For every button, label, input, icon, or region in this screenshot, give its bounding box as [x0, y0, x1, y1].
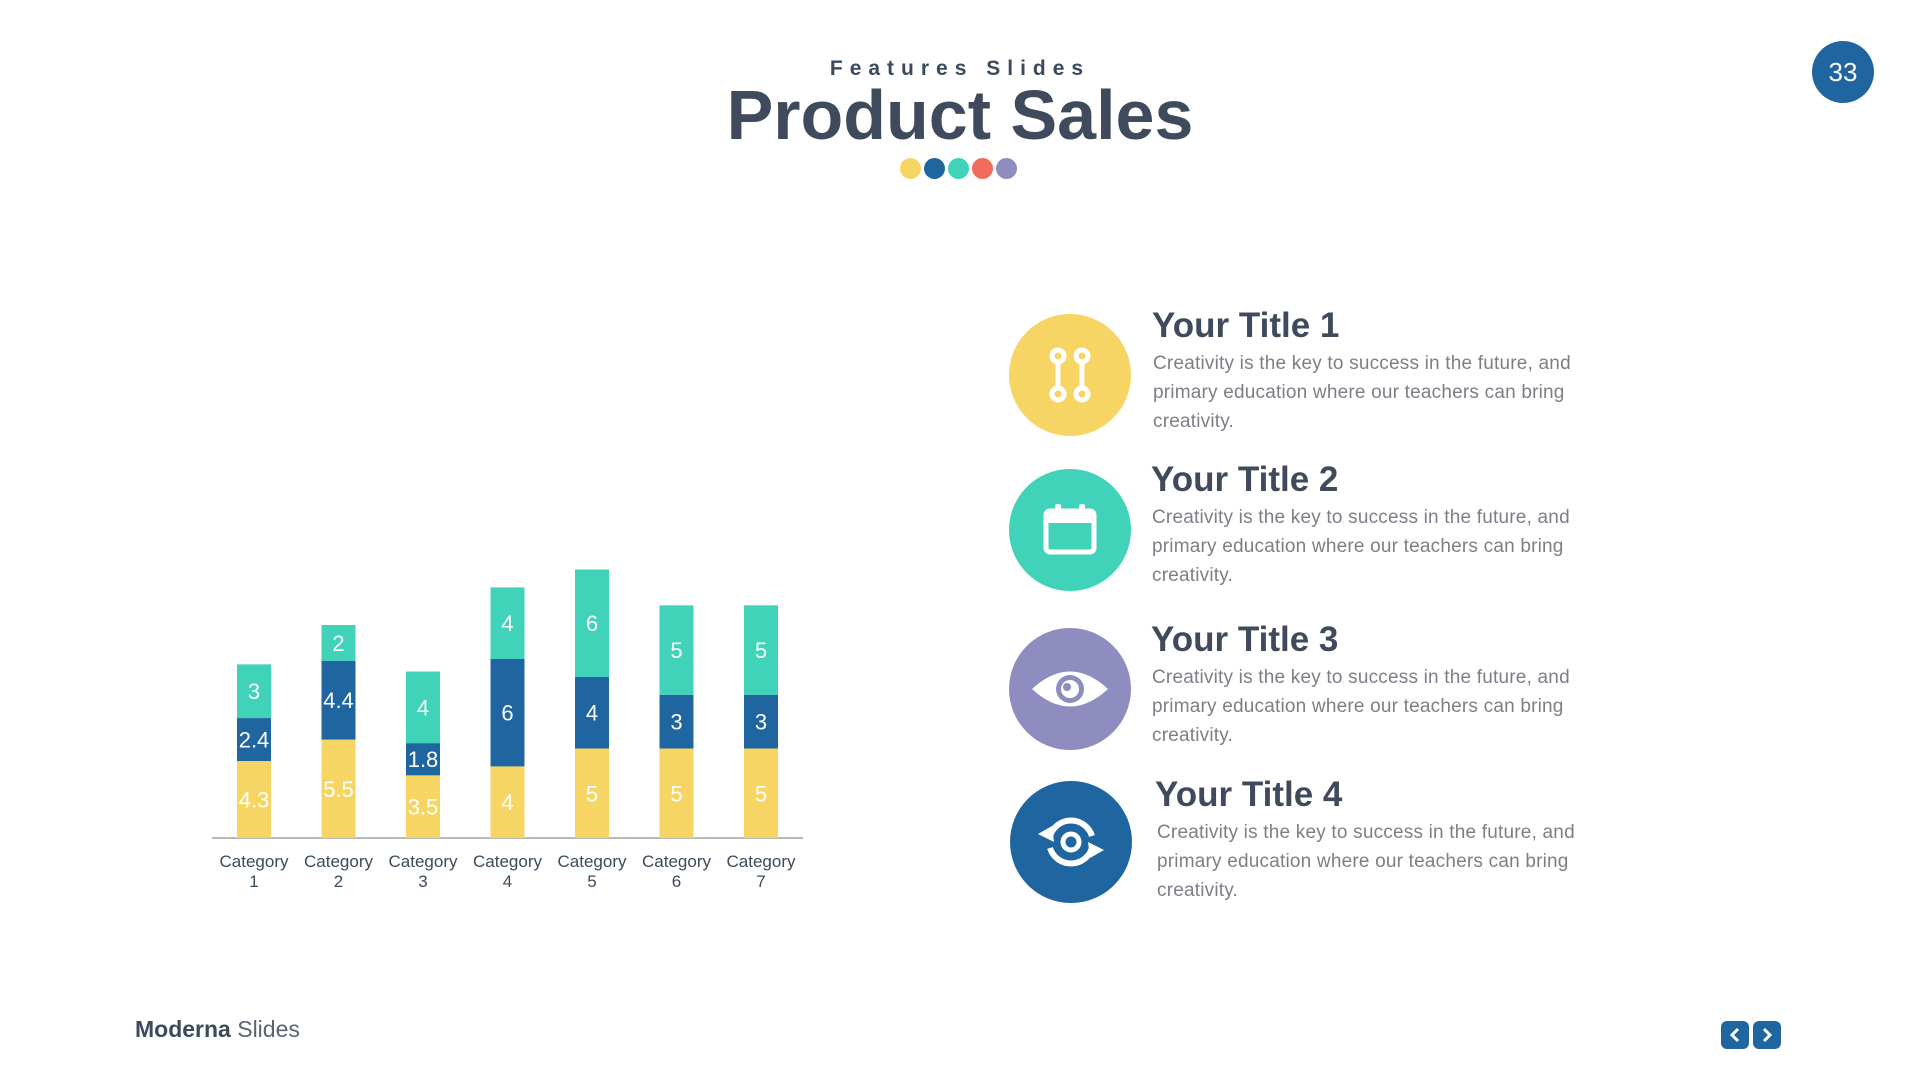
data-label: 5: [670, 638, 682, 663]
data-label: 2: [332, 631, 344, 656]
data-label: 5: [670, 781, 682, 806]
data-label: 2.4: [239, 728, 270, 753]
bar-segment: [659, 694, 694, 749]
feature-title: Your Title 4: [1155, 775, 1343, 814]
bar-segment: [744, 748, 778, 838]
slide-navigation: [1721, 1021, 1781, 1049]
bar-segment: [406, 671, 440, 744]
category-tick-label: 2: [334, 872, 343, 891]
bar-segment: [237, 761, 271, 838]
category-tick-label: 7: [756, 872, 765, 891]
bar-segment: [321, 660, 356, 740]
previous-slide-button[interactable]: [1721, 1021, 1749, 1049]
bar-segment: [659, 748, 694, 838]
data-label: 4: [501, 790, 513, 815]
sync-icon: [1038, 817, 1104, 867]
bar-segment: [659, 605, 694, 695]
feature-description: Creativity is the key to success in the …: [1152, 667, 1570, 746]
data-label: 1.8: [408, 747, 439, 772]
eye-icon: [1032, 671, 1108, 707]
data-label: 4: [417, 695, 429, 720]
chevron-right-icon: [1762, 1027, 1773, 1043]
data-label: 4: [586, 701, 598, 726]
link-icon: [1049, 347, 1091, 403]
bar-segment: [406, 775, 440, 838]
feature-icon-circle: [1010, 781, 1132, 903]
category-tick-label: 5: [587, 872, 596, 891]
brand-footer: Moderna Slides: [135, 1016, 300, 1043]
feature-icon-circle: [1009, 628, 1131, 750]
color-dot: [948, 158, 969, 179]
bar-segment: [744, 694, 778, 749]
category-tick-label: Category: [727, 852, 796, 871]
feature-title: Your Title 2: [1151, 460, 1339, 499]
data-label: 3.5: [408, 795, 439, 820]
feature-icon-circle: [1009, 314, 1131, 436]
data-label: 4.3: [239, 788, 270, 813]
data-label: 3: [755, 710, 767, 735]
category-tick-label: Category: [558, 852, 627, 871]
brand-suffix: Slides: [237, 1016, 300, 1042]
slide-subtitle: Features Slides: [829, 57, 1091, 80]
bar-segment: [744, 605, 778, 695]
color-dot: [996, 158, 1017, 179]
data-label: 3: [248, 679, 260, 704]
page-number-badge: 33: [1812, 41, 1874, 103]
color-dot: [972, 158, 993, 179]
category-tick-label: Category: [389, 852, 458, 871]
next-slide-button[interactable]: [1753, 1021, 1781, 1049]
bar-segment: [237, 664, 271, 719]
data-label: 6: [501, 701, 513, 726]
bar-segment: [237, 718, 271, 762]
category-tick-label: 1: [249, 872, 258, 891]
feature-description: Creativity is the key to success in the …: [1152, 507, 1570, 586]
slide-title: Product Sales: [726, 76, 1194, 154]
bar-segment: [406, 743, 440, 776]
chevron-left-icon: [1729, 1027, 1740, 1043]
bar-segment: [575, 676, 609, 749]
stacked-bar-chart: 4.32.43Category15.54.42Category23.51.84C…: [212, 569, 803, 891]
category-tick-label: 3: [418, 872, 427, 891]
bar-segment: [321, 739, 356, 838]
category-tick-label: 6: [672, 872, 681, 891]
category-tick-label: Category: [304, 852, 373, 871]
feature-description: Creativity is the key to success in the …: [1157, 822, 1575, 901]
category-tick-label: Category: [220, 852, 289, 871]
feature-icon-circle: [1009, 469, 1131, 591]
data-label: 4: [501, 611, 513, 636]
bar-segment: [321, 624, 356, 661]
color-dot: [900, 158, 921, 179]
category-tick-label: Category: [642, 852, 711, 871]
bar-segment: [575, 569, 609, 677]
data-label: 6: [586, 611, 598, 636]
category-tick-label: 4: [503, 872, 512, 891]
calendar-icon: [1043, 504, 1097, 555]
feature-title: Your Title 1: [1152, 306, 1340, 345]
brand-name: Moderna: [135, 1016, 231, 1042]
data-label: 5: [755, 781, 767, 806]
data-label: 4.4: [323, 688, 354, 713]
data-label: 5: [586, 781, 598, 806]
data-label: 5: [755, 638, 767, 663]
feature-title: Your Title 3: [1151, 620, 1339, 659]
feature-description: Creativity is the key to success in the …: [1153, 353, 1571, 432]
category-tick-label: Category: [473, 852, 542, 871]
bar-segment: [490, 766, 525, 838]
color-dots: [900, 158, 1017, 180]
bar-segment: [575, 748, 609, 838]
data-label: 3: [670, 710, 682, 735]
color-dot: [924, 158, 945, 179]
bar-segment: [490, 659, 525, 767]
bar-segment: [490, 587, 525, 659]
data-label: 5.5: [323, 777, 354, 802]
